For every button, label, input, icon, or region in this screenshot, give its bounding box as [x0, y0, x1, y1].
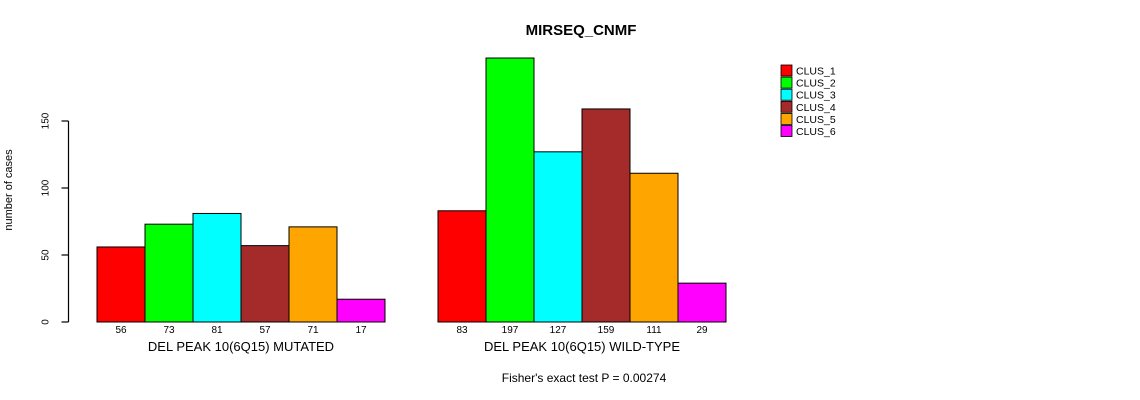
- bar-clus_2: [144, 223, 194, 323]
- bar-clus_6: [677, 282, 727, 323]
- bar-value-label: 197: [502, 325, 519, 336]
- bar-value-label: 83: [456, 325, 468, 336]
- chart-title: MIRSEQ_CNMF: [526, 22, 637, 39]
- bar-value-label: 73: [163, 325, 175, 336]
- bar-value-label: 81: [211, 325, 223, 336]
- bar-clus_3: [192, 212, 242, 323]
- bar-clus_2: [485, 57, 535, 323]
- y-tick-label: 0: [41, 319, 52, 325]
- legend-swatch-clus_3: [780, 88, 793, 101]
- bar-clus_4: [581, 108, 631, 323]
- bar-groups: 56 73 81 57 71 17 DEL PEAK 10(6Q15) MUTATED 83 1…: [96, 57, 727, 354]
- bar-clus_5: [288, 226, 338, 323]
- group-label: DEL PEAK 10(6Q15) WILD-TYPE: [484, 339, 680, 354]
- bar-value-label: 56: [115, 325, 127, 336]
- legend-label: CLUS_6: [796, 126, 836, 138]
- bar-value-label: 57: [259, 325, 271, 336]
- bar-clus_1: [96, 246, 146, 323]
- legend-swatch-clus_5: [780, 113, 793, 125]
- group-label: DEL PEAK 10(6Q15) MUTATED: [148, 339, 334, 354]
- y-tick-label: 100: [41, 179, 52, 196]
- bar-value-label: 29: [696, 325, 708, 336]
- legend-label: CLUS_2: [796, 78, 836, 90]
- legend-label: CLUS_5: [796, 114, 836, 126]
- legend-swatch-clus_6: [780, 125, 793, 137]
- legend-swatch-clus_2: [780, 76, 793, 89]
- y-tick-label: 150: [41, 112, 52, 129]
- legend-swatch-clus_4: [780, 100, 793, 113]
- bar-clus_1: [437, 210, 487, 323]
- bar-value-label: 17: [355, 325, 367, 336]
- legend-label: CLUS_4: [796, 102, 836, 114]
- bar-clus_5: [629, 172, 679, 323]
- y-axis: 0 50 100 150: [41, 112, 70, 325]
- legend-swatch-clus_1: [780, 64, 793, 77]
- bar-clus_3: [533, 151, 583, 323]
- bar-value-label: 71: [307, 325, 319, 336]
- bar-value-label: 159: [598, 325, 615, 336]
- bar-clus_6: [336, 298, 386, 323]
- y-tick-label: 50: [41, 249, 52, 261]
- legend-label: CLUS_1: [796, 66, 836, 78]
- legend-label: CLUS_3: [796, 90, 836, 102]
- fisher-test-annotation: Fisher's exact test P = 0.00274: [502, 371, 667, 385]
- y-axis-title: number of cases: [3, 149, 15, 231]
- bar-clus_4: [240, 245, 290, 323]
- bar-value-label: 127: [550, 325, 567, 336]
- bar-value-label: 111: [646, 325, 662, 336]
